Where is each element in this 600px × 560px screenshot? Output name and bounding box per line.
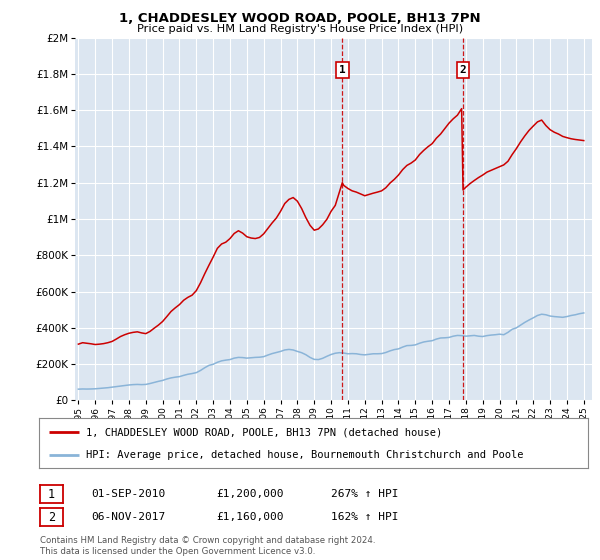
Text: 1: 1: [339, 65, 346, 75]
Text: Contains HM Land Registry data © Crown copyright and database right 2024.
This d: Contains HM Land Registry data © Crown c…: [40, 536, 376, 556]
Text: HPI: Average price, detached house, Bournemouth Christchurch and Poole: HPI: Average price, detached house, Bour…: [86, 450, 523, 460]
Text: 267% ↑ HPI: 267% ↑ HPI: [331, 489, 399, 499]
Text: 01-SEP-2010: 01-SEP-2010: [91, 489, 166, 499]
Text: 1: 1: [48, 488, 55, 501]
Text: Price paid vs. HM Land Registry's House Price Index (HPI): Price paid vs. HM Land Registry's House …: [137, 24, 463, 34]
Text: £1,200,000: £1,200,000: [216, 489, 284, 499]
Text: £1,160,000: £1,160,000: [216, 512, 284, 522]
Text: 06-NOV-2017: 06-NOV-2017: [91, 512, 166, 522]
Text: 2: 2: [460, 65, 466, 75]
Text: 2: 2: [48, 511, 55, 524]
Text: 1, CHADDESLEY WOOD ROAD, POOLE, BH13 7PN: 1, CHADDESLEY WOOD ROAD, POOLE, BH13 7PN: [119, 12, 481, 25]
Text: 162% ↑ HPI: 162% ↑ HPI: [331, 512, 399, 522]
Text: 1, CHADDESLEY WOOD ROAD, POOLE, BH13 7PN (detached house): 1, CHADDESLEY WOOD ROAD, POOLE, BH13 7PN…: [86, 427, 442, 437]
